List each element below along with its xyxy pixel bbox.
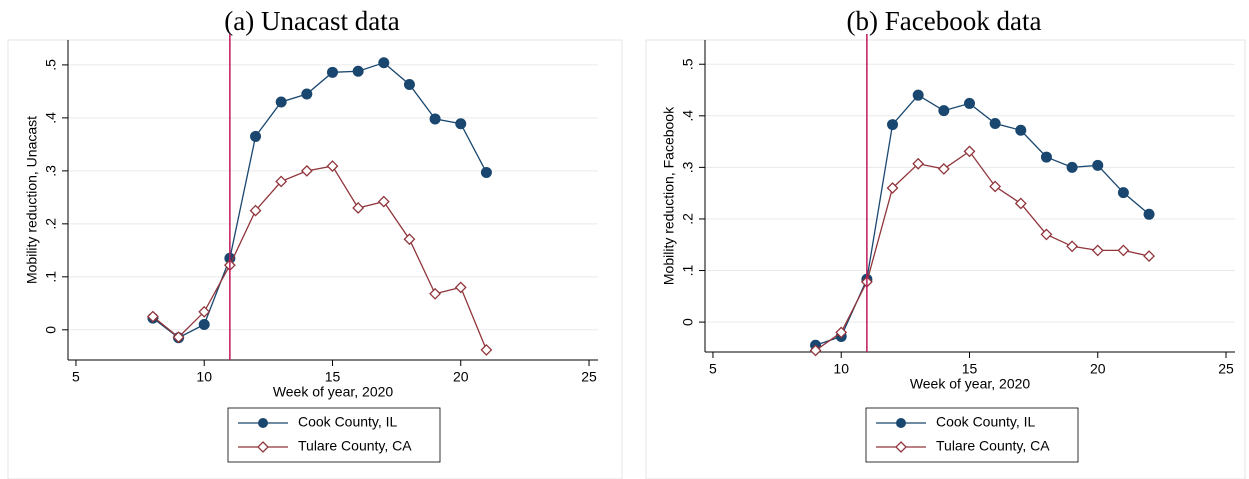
point-marker — [403, 79, 415, 91]
point-marker — [1143, 250, 1155, 262]
point-marker — [454, 281, 467, 294]
point-marker — [352, 202, 365, 214]
point-marker — [326, 66, 338, 78]
point-marker — [198, 319, 210, 331]
point-marker — [886, 182, 899, 194]
point-marker — [1143, 208, 1155, 220]
y-tick-label: .1 — [680, 264, 696, 276]
point-marker — [352, 65, 364, 77]
x-tick-label: 5 — [709, 361, 717, 377]
point-marker — [937, 163, 950, 175]
point-marker — [378, 57, 390, 69]
point-marker — [198, 305, 211, 318]
x-axis-label: Week of year, 2020 — [273, 384, 394, 400]
point-marker — [429, 113, 441, 125]
legend-box — [865, 407, 1079, 463]
point-marker — [1015, 124, 1027, 136]
legend-marker — [895, 441, 907, 453]
point-marker — [1092, 159, 1104, 171]
panel: (a) Unacast data 0 .1 .2 .3 .4 .5 5 10 15 20 25 Week… — [7, 6, 623, 479]
x-tick-label: 10 — [196, 369, 212, 385]
legend-marker — [896, 418, 906, 428]
point-marker — [963, 97, 975, 109]
legend-label: Cook County, IL — [936, 414, 1036, 430]
y-tick-label: .2 — [43, 218, 59, 230]
point-marker — [403, 233, 416, 246]
panel-title: (b) Facebook data — [847, 6, 1042, 36]
point-marker — [989, 118, 1001, 130]
point-marker — [146, 310, 159, 323]
point-marker — [172, 331, 185, 344]
point-marker — [912, 157, 925, 170]
point-marker — [938, 105, 950, 117]
point-marker — [455, 118, 467, 130]
series-line — [152, 62, 487, 339]
legend-label: Cook County, IL — [298, 414, 398, 430]
x-tick-label: 15 — [962, 361, 978, 377]
point-marker — [480, 166, 492, 178]
legend-label: Tulare County, CA — [298, 438, 412, 454]
x-tick-label: 10 — [833, 361, 849, 377]
x-tick-label: 20 — [1090, 361, 1106, 377]
y-tick-label: .3 — [43, 165, 59, 177]
y-tick-label: .4 — [43, 112, 59, 124]
panel: (b) Facebook data 0 .1 .2 .3 .4 .5 5 10 15 20 25 Wee… — [645, 6, 1246, 479]
point-marker — [1066, 240, 1079, 253]
point-marker — [249, 204, 262, 217]
point-marker — [1014, 197, 1027, 210]
x-tick-label: 5 — [72, 369, 80, 385]
y-tick-label: .5 — [43, 59, 59, 71]
y-tick-label: 0 — [680, 318, 696, 326]
point-marker — [1091, 244, 1104, 257]
point-marker — [963, 145, 976, 158]
x-tick-label: 20 — [453, 369, 469, 385]
point-marker — [300, 164, 313, 177]
y-tick-label: .1 — [43, 271, 59, 283]
series-line — [152, 165, 488, 351]
y-axis-label: Mobility reduction, Facebook — [661, 106, 677, 285]
point-marker — [1117, 244, 1130, 257]
x-tick-label: 25 — [581, 369, 597, 385]
point-marker — [809, 344, 822, 357]
point-marker — [835, 326, 848, 339]
x-tick-label: 25 — [1218, 361, 1234, 377]
point-marker — [989, 180, 1002, 193]
panel-border — [7, 39, 623, 479]
point-marker — [1040, 151, 1052, 163]
point-marker — [1117, 187, 1129, 199]
point-marker — [1066, 161, 1078, 173]
point-marker — [912, 89, 924, 101]
point-marker — [250, 130, 262, 142]
y-tick-label: 0 — [43, 326, 59, 334]
point-marker — [377, 195, 390, 208]
point-marker — [887, 119, 899, 131]
legend-box — [227, 407, 441, 463]
y-axis-label: Mobility reduction, Unacast — [24, 116, 40, 284]
point-marker — [1040, 228, 1053, 241]
y-tick-label: .2 — [680, 213, 696, 225]
point-marker — [326, 160, 339, 173]
y-tick-label: .3 — [680, 161, 696, 173]
legend-marker — [257, 441, 269, 453]
legend-marker — [258, 418, 268, 428]
point-marker — [275, 175, 288, 188]
x-axis-label: Week of year, 2020 — [910, 376, 1031, 392]
point-marker — [301, 88, 313, 100]
x-tick-label: 15 — [325, 369, 341, 385]
point-marker — [429, 287, 442, 300]
y-tick-label: .4 — [680, 110, 696, 122]
legend-label: Tulare County, CA — [936, 438, 1050, 454]
panel-title: (a) Unacast data — [224, 6, 399, 36]
point-marker — [275, 96, 287, 108]
y-tick-label: .5 — [680, 58, 696, 70]
point-marker — [480, 344, 493, 356]
